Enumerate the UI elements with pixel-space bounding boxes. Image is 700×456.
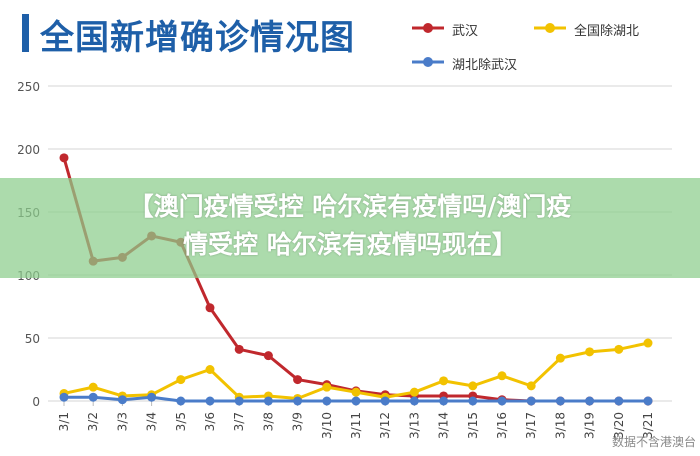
data-point-series-1 xyxy=(497,371,507,381)
data-point-series-1 xyxy=(643,338,653,348)
data-point-series-2 xyxy=(263,396,273,406)
data-point-series-1 xyxy=(409,387,419,397)
x-tick-label: 3/17 xyxy=(524,412,538,439)
data-point-series-2 xyxy=(351,396,361,406)
data-point-series-2 xyxy=(117,395,127,405)
legend-swatch-marker-0 xyxy=(423,23,433,33)
data-point-series-2 xyxy=(643,396,653,406)
x-tick-label: 3/16 xyxy=(495,412,509,439)
headline-line-2: 情受控 哈尔滨有疫情吗现在】 xyxy=(183,230,517,259)
title-accent-bar xyxy=(22,14,29,52)
y-tick-label: 0 xyxy=(32,395,40,409)
legend-item-hubei-ex-wuhan: 湖北除武汉 xyxy=(452,58,518,73)
x-tick-label: 3/11 xyxy=(349,412,363,439)
legend-swatch-marker-2 xyxy=(423,57,433,67)
data-point-series-2 xyxy=(205,396,215,406)
x-tick-label: 3/1 xyxy=(57,412,71,431)
data-point-series-1 xyxy=(585,347,595,357)
x-tick-label: 3/19 xyxy=(583,412,597,439)
data-point-series-2 xyxy=(293,396,303,406)
y-tick-label: 250 xyxy=(17,80,40,94)
data-point-series-2 xyxy=(497,396,507,406)
data-point-series-1 xyxy=(439,376,449,386)
data-point-series-0 xyxy=(293,375,303,385)
x-tick-label: 3/4 xyxy=(145,412,159,431)
x-tick-label: 3/15 xyxy=(466,412,480,439)
y-tick-label: 200 xyxy=(17,143,40,157)
data-point-series-1 xyxy=(555,353,565,363)
data-point-series-1 xyxy=(468,381,478,391)
data-point-series-1 xyxy=(88,382,98,392)
x-tick-label: 3/3 xyxy=(115,412,129,431)
data-point-series-1 xyxy=(322,382,332,392)
data-point-series-1 xyxy=(351,387,361,397)
x-tick-label: 3/21 xyxy=(641,412,655,439)
data-point-series-2 xyxy=(409,396,419,406)
headline-banner xyxy=(0,178,700,278)
source-watermark: 数据不含港澳台 xyxy=(611,435,696,449)
data-point-series-0 xyxy=(234,344,244,354)
data-point-series-2 xyxy=(439,396,449,406)
data-point-series-2 xyxy=(614,396,624,406)
data-point-series-0 xyxy=(59,153,69,163)
data-point-series-2 xyxy=(88,392,98,402)
x-tick-label: 3/13 xyxy=(407,412,421,439)
data-point-series-2 xyxy=(468,396,478,406)
x-tick-label: 3/7 xyxy=(232,412,246,431)
data-point-series-2 xyxy=(526,396,536,406)
data-point-series-2 xyxy=(147,392,157,402)
data-point-series-2 xyxy=(585,396,595,406)
x-tick-label: 3/10 xyxy=(320,412,334,439)
x-tick-label: 3/20 xyxy=(612,412,626,439)
data-point-series-0 xyxy=(263,351,273,361)
data-point-series-1 xyxy=(526,381,536,391)
page-title: 全国新增确诊情况图 xyxy=(40,18,355,58)
x-tick-label: 3/5 xyxy=(174,412,188,431)
headline-banner-text: 【澳门疫情受控 哈尔滨有疫情吗/澳门疫 情受控 哈尔滨有疫情吗现在】 xyxy=(0,188,700,264)
data-point-series-1 xyxy=(176,375,186,385)
x-tick-label: 3/8 xyxy=(261,412,275,431)
headline-line-1: 【澳门疫情受控 哈尔滨有疫情吗/澳门疫 xyxy=(128,192,572,221)
legend-swatch-marker-1 xyxy=(545,23,555,33)
data-point-series-1 xyxy=(205,365,215,374)
data-point-series-1 xyxy=(614,344,624,354)
data-point-series-2 xyxy=(234,396,244,406)
data-point-series-0 xyxy=(205,303,215,313)
data-point-series-2 xyxy=(322,396,332,406)
data-point-series-2 xyxy=(555,396,565,406)
x-tick-label: 3/14 xyxy=(437,412,451,439)
x-tick-label: 3/12 xyxy=(378,412,392,439)
x-tick-label: 3/18 xyxy=(553,412,567,439)
data-point-series-2 xyxy=(380,396,390,406)
x-tick-label: 3/2 xyxy=(86,412,100,431)
data-point-series-2 xyxy=(59,392,69,402)
x-tick-label: 3/9 xyxy=(291,412,305,431)
legend-item-wuhan: 武汉 xyxy=(452,24,479,39)
y-tick-label: 50 xyxy=(25,332,40,346)
data-point-series-2 xyxy=(176,396,186,406)
x-tick-label: 3/6 xyxy=(203,412,217,431)
legend-item-national-ex-hubei: 全国除湖北 xyxy=(574,24,640,39)
